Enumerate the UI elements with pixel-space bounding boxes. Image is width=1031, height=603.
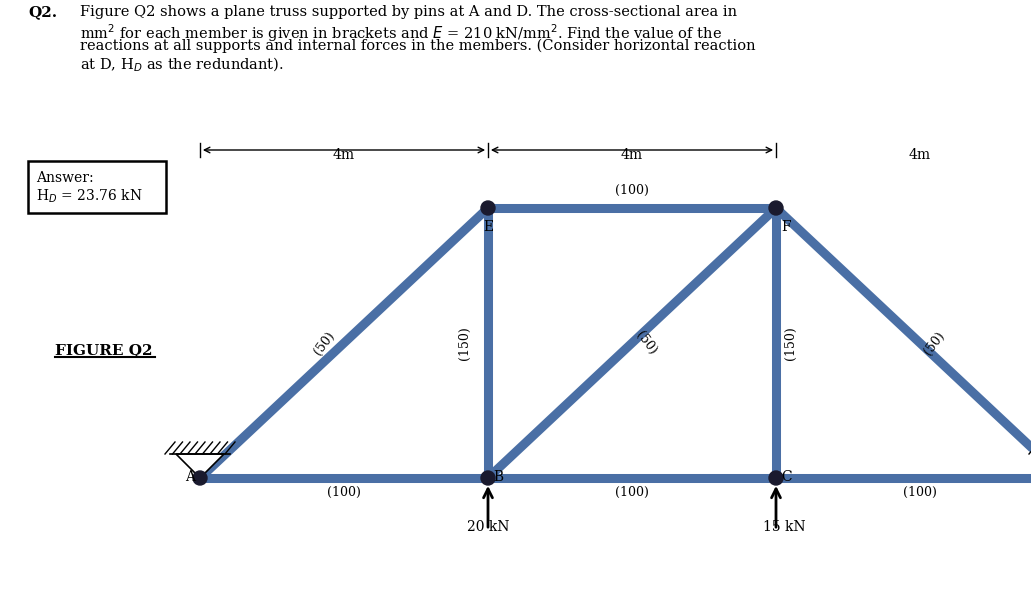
Text: FIGURE Q2: FIGURE Q2 xyxy=(55,343,153,357)
Circle shape xyxy=(193,471,207,485)
Text: F: F xyxy=(781,220,791,234)
Text: (50): (50) xyxy=(633,329,659,357)
Text: E: E xyxy=(483,220,493,234)
Circle shape xyxy=(481,471,495,485)
Text: (100): (100) xyxy=(903,485,937,499)
Text: H$_D$ = 23.76 kN: H$_D$ = 23.76 kN xyxy=(36,188,142,206)
Text: C: C xyxy=(781,470,792,484)
Text: Answer:: Answer: xyxy=(36,171,94,185)
Text: 15 kN: 15 kN xyxy=(763,520,805,534)
Circle shape xyxy=(769,471,783,485)
Text: Figure Q2 shows a plane truss supported by pins at A and D. The cross-sectional : Figure Q2 shows a plane truss supported … xyxy=(80,5,737,19)
Polygon shape xyxy=(176,454,224,478)
Text: B: B xyxy=(493,470,503,484)
Text: A: A xyxy=(185,470,195,484)
Text: (100): (100) xyxy=(327,485,361,499)
Text: 20 kN: 20 kN xyxy=(467,520,509,534)
Bar xyxy=(28,161,166,213)
Text: (150): (150) xyxy=(458,326,470,360)
Circle shape xyxy=(481,201,495,215)
Text: (150): (150) xyxy=(784,326,797,360)
Text: 4m: 4m xyxy=(621,148,643,162)
Text: (100): (100) xyxy=(616,485,648,499)
Text: 4m: 4m xyxy=(333,148,355,162)
Text: (50): (50) xyxy=(921,329,946,357)
Text: Q2.: Q2. xyxy=(28,5,57,19)
Text: at D, H$_D$ as the redundant).: at D, H$_D$ as the redundant). xyxy=(80,56,284,74)
Circle shape xyxy=(769,201,783,215)
Text: 4m: 4m xyxy=(909,148,931,162)
Text: mm$^2$ for each member is given in brackets and $E$ = 210 kN/mm$^2$. Find the va: mm$^2$ for each member is given in brack… xyxy=(80,22,722,43)
Text: (50): (50) xyxy=(311,329,337,357)
Text: (100): (100) xyxy=(616,183,648,197)
Text: reactions at all supports and internal forces in the members. (Consider horizont: reactions at all supports and internal f… xyxy=(80,39,756,54)
